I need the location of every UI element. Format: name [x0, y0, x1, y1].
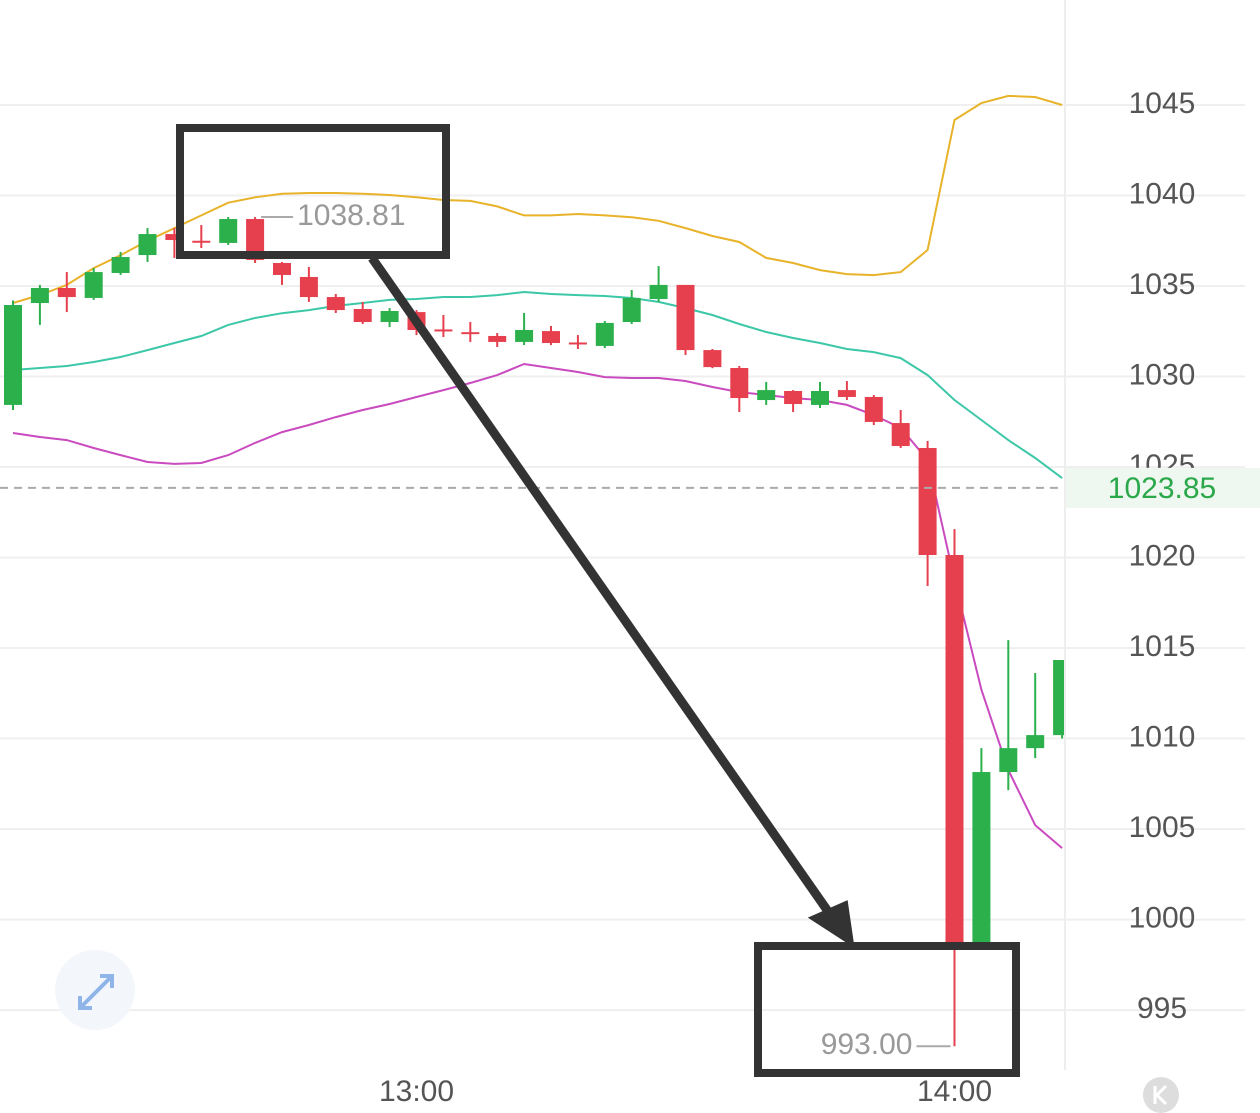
candle-body [192, 240, 211, 243]
grid-layer [0, 103, 1245, 1012]
plot-area: 1038.81 993.00 [0, 94, 1065, 1061]
candle-body [542, 331, 560, 344]
candle-body [380, 310, 399, 323]
candle-body [999, 748, 1018, 773]
candle-body [649, 284, 668, 300]
candle-body [945, 554, 964, 944]
expand-icon[interactable] [55, 950, 135, 1030]
expand-glyph [78, 974, 114, 1010]
candle-body [595, 322, 614, 346]
high-marker-label: 1038.81 [297, 199, 405, 232]
axis-layer: 9951000100510101015102010251030103510401… [379, 87, 1260, 1108]
x-tick-label: 14:00 [917, 1075, 992, 1108]
y-tick-label: 1040 [1129, 177, 1196, 210]
candle-body [837, 390, 856, 397]
highlight-box [176, 124, 450, 259]
arrow-shaft [368, 255, 838, 923]
candle-body [972, 772, 991, 944]
candle-body [864, 396, 883, 422]
highlight-box [754, 942, 1020, 1077]
low-marker-label: 993.00 [821, 1028, 913, 1061]
candle-body [219, 219, 238, 243]
y-tick-label: 1005 [1129, 811, 1196, 844]
k-icon[interactable] [1143, 1077, 1179, 1113]
y-tick-label: 995 [1137, 992, 1187, 1025]
candle-body [57, 287, 76, 298]
candle-body [353, 308, 372, 323]
y-tick-label: 1010 [1129, 720, 1196, 753]
candle-body [1026, 735, 1045, 749]
y-tick-label: 1030 [1129, 358, 1196, 391]
band-line [12, 290, 1063, 479]
k-glyph [1153, 1084, 1168, 1106]
candle-body [165, 234, 184, 241]
annotations [176, 124, 1020, 1077]
expand-button[interactable] [55, 950, 135, 1030]
candle-body [246, 219, 265, 260]
candle-body [30, 287, 49, 304]
candle-body [891, 423, 910, 447]
candle-body [515, 329, 534, 342]
candle-body [568, 342, 587, 345]
candle-body [918, 448, 937, 555]
y-tick-label: 1000 [1129, 901, 1196, 934]
candle-body [730, 368, 749, 399]
x-tick-label: 13:00 [379, 1075, 454, 1108]
candle-body [1053, 659, 1065, 736]
candle-body [622, 297, 641, 323]
candle-body [111, 257, 130, 273]
candle-body [757, 390, 776, 401]
candle-body [299, 276, 318, 298]
y-tick-label: 1045 [1129, 87, 1196, 120]
candle-body [784, 390, 803, 405]
candle-body [84, 272, 103, 298]
candle-body [703, 350, 722, 368]
y-tick-label: 1015 [1129, 630, 1196, 663]
y-tick-label: 1020 [1129, 539, 1196, 572]
band-line [12, 362, 1063, 849]
candle-body [326, 297, 345, 311]
band-line [12, 94, 1063, 304]
arrow-head [807, 900, 855, 949]
candle-body [461, 332, 480, 335]
candle-body [4, 305, 22, 405]
y-tick-label: 1035 [1129, 268, 1196, 301]
candle-body [273, 263, 291, 275]
candle-body [138, 234, 157, 256]
candle-body [434, 329, 453, 332]
candle-body [488, 335, 507, 342]
candle-body [676, 284, 695, 351]
current-price-label: 1023.85 [1108, 472, 1216, 505]
current-price-box [1066, 467, 1260, 508]
candle-body [811, 390, 829, 405]
k-button[interactable] [1143, 1077, 1179, 1113]
